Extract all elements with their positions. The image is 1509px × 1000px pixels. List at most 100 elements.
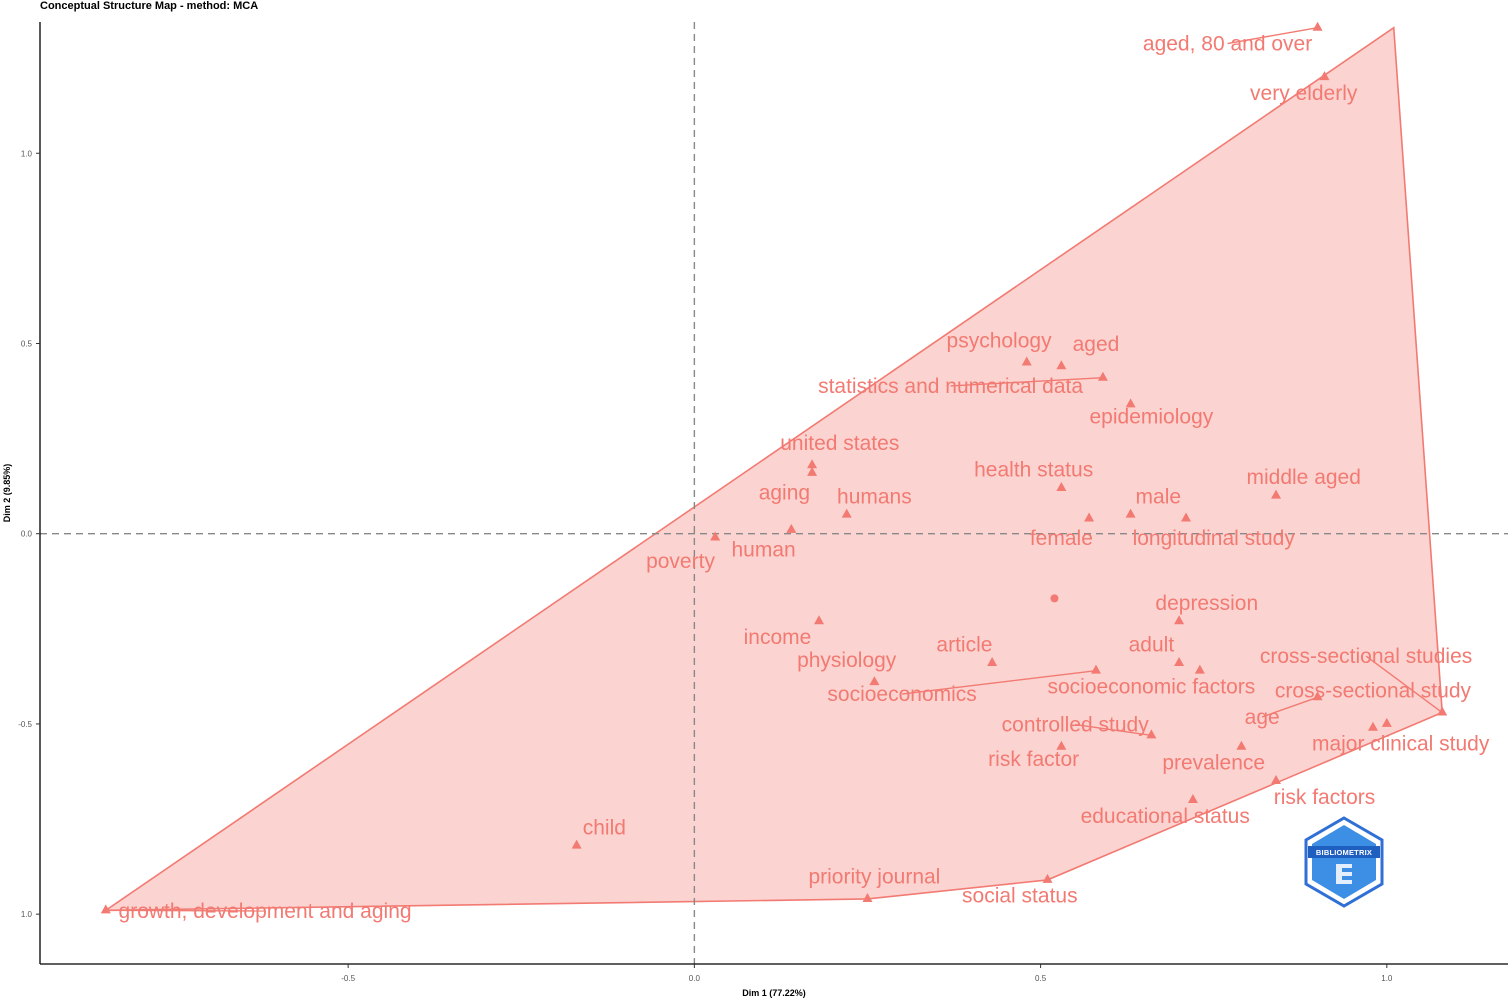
point-label: risk factor	[988, 748, 1079, 771]
x-axis-title: Dim 1 (77.22%)	[742, 988, 806, 998]
logo-text: BIBLIOMETRIX	[1316, 848, 1372, 857]
point-label: physiology	[797, 649, 897, 672]
point-label: adult	[1129, 634, 1175, 657]
point-marker	[1312, 21, 1323, 31]
point-label: social status	[962, 885, 1078, 908]
point-label: aged	[1073, 333, 1120, 356]
axes: -0.5 0.0 0.5 1.0 1.0 0.5 0.0 -0.5 1.0 Dim 1 (77.2…	[2, 22, 1508, 998]
point-label: priority journal	[808, 866, 940, 889]
point-label: article	[936, 634, 992, 657]
logo-figure-icon	[1336, 864, 1352, 884]
point-marker	[807, 466, 818, 476]
point-marker	[1021, 356, 1032, 366]
point-label: major clinical study	[1312, 733, 1490, 756]
point-marker	[1194, 664, 1205, 674]
point-marker	[1056, 482, 1067, 492]
label-leader-line	[1261, 696, 1318, 718]
point-label: cross-sectional studies	[1260, 645, 1472, 668]
point-marker	[1236, 740, 1247, 750]
point-label: aging	[759, 481, 810, 504]
point-marker	[1125, 508, 1136, 518]
y-tick-label: 0.5	[21, 339, 33, 348]
point-label: depression	[1155, 592, 1258, 615]
reference-lines	[40, 22, 1508, 964]
point-marker	[1056, 740, 1067, 750]
x-tick-label: -0.5	[341, 974, 355, 983]
cluster-centroid	[1050, 594, 1059, 603]
y-tick-label: -0.5	[18, 720, 32, 729]
point-label: longitudinal study	[1133, 527, 1296, 550]
point-marker	[1174, 657, 1185, 667]
point-marker	[862, 892, 873, 902]
point-marker	[987, 657, 998, 667]
chart-title: Conceptual Structure Map - method: MCA	[40, 0, 259, 12]
y-axis-title: Dim 2 (9.85%)	[2, 464, 12, 523]
point-label: socioeconomics	[827, 683, 976, 706]
point-label: united states	[780, 432, 899, 455]
point-marker	[1381, 717, 1392, 727]
label-leader-line	[1365, 655, 1443, 714]
label-leader-line	[1227, 27, 1318, 45]
label-layer: aged, 80 and over very elderly psychology a…	[119, 33, 1490, 923]
point-label: prevalence	[1162, 752, 1265, 775]
label-leader-line	[105, 909, 266, 912]
point-marker	[1271, 775, 1282, 785]
x-tick-label: 0.5	[1035, 974, 1047, 983]
point-marker	[571, 839, 582, 849]
point-label: child	[583, 816, 626, 839]
point-label: middle aged	[1247, 466, 1361, 489]
label-leader-line	[950, 377, 1103, 387]
cluster-hull	[103, 26, 1444, 912]
point-marker	[1187, 794, 1198, 804]
cluster-hull-layer	[103, 26, 1444, 912]
point-label: educational status	[1081, 805, 1250, 828]
point-marker	[1125, 398, 1136, 408]
point-label: aged, 80 and over	[1143, 33, 1312, 56]
point-label: risk factors	[1274, 786, 1376, 809]
y-tick-label: 1.0	[21, 910, 33, 919]
point-marker	[807, 459, 818, 469]
point-label: cross-sectional study	[1275, 679, 1472, 702]
point-label: humans	[837, 485, 912, 508]
point-marker	[1319, 71, 1330, 81]
point-label: age	[1245, 706, 1280, 729]
point-marker	[1181, 512, 1192, 522]
point-marker	[814, 615, 825, 625]
point-label: income	[744, 626, 812, 649]
point-marker	[1056, 360, 1067, 370]
point-label: socioeconomic factors	[1048, 675, 1256, 698]
point-label: human	[732, 539, 796, 562]
point-label: very elderly	[1250, 82, 1358, 105]
bibliometrix-logo: BIBLIOMETRIX	[1304, 816, 1384, 908]
point-marker	[1271, 489, 1282, 499]
point-label: epidemiology	[1090, 405, 1214, 428]
label-leader-line	[902, 669, 1097, 695]
point-marker	[1090, 664, 1101, 674]
point-marker	[1097, 371, 1108, 381]
point-label: statistics and numerical data	[818, 375, 1083, 398]
point-marker	[1174, 615, 1185, 625]
point-label: psychology	[947, 329, 1053, 352]
y-tick-label: 0.0	[21, 530, 33, 539]
point-label: growth, development and aging	[119, 900, 412, 923]
point-marker	[100, 904, 111, 914]
point-marker	[710, 531, 721, 541]
point-label: female	[1030, 527, 1093, 550]
point-marker	[1042, 873, 1053, 883]
point-label: male	[1136, 485, 1182, 508]
x-tick-label: 0.0	[689, 974, 701, 983]
point-layer	[100, 21, 1448, 914]
point-label: poverty	[646, 550, 715, 573]
y-tick-label: 1.0	[21, 149, 33, 158]
logo-hexagon-inner	[1312, 825, 1376, 899]
point-marker	[1367, 721, 1378, 731]
point-marker	[1437, 706, 1448, 716]
point-marker	[869, 676, 880, 686]
point-label: controlled study	[1002, 714, 1150, 737]
label-leader-line	[1075, 723, 1152, 737]
point-marker	[841, 508, 852, 518]
point-marker	[1146, 729, 1157, 739]
point-label: health status	[974, 459, 1093, 482]
logo-banner	[1308, 846, 1380, 858]
